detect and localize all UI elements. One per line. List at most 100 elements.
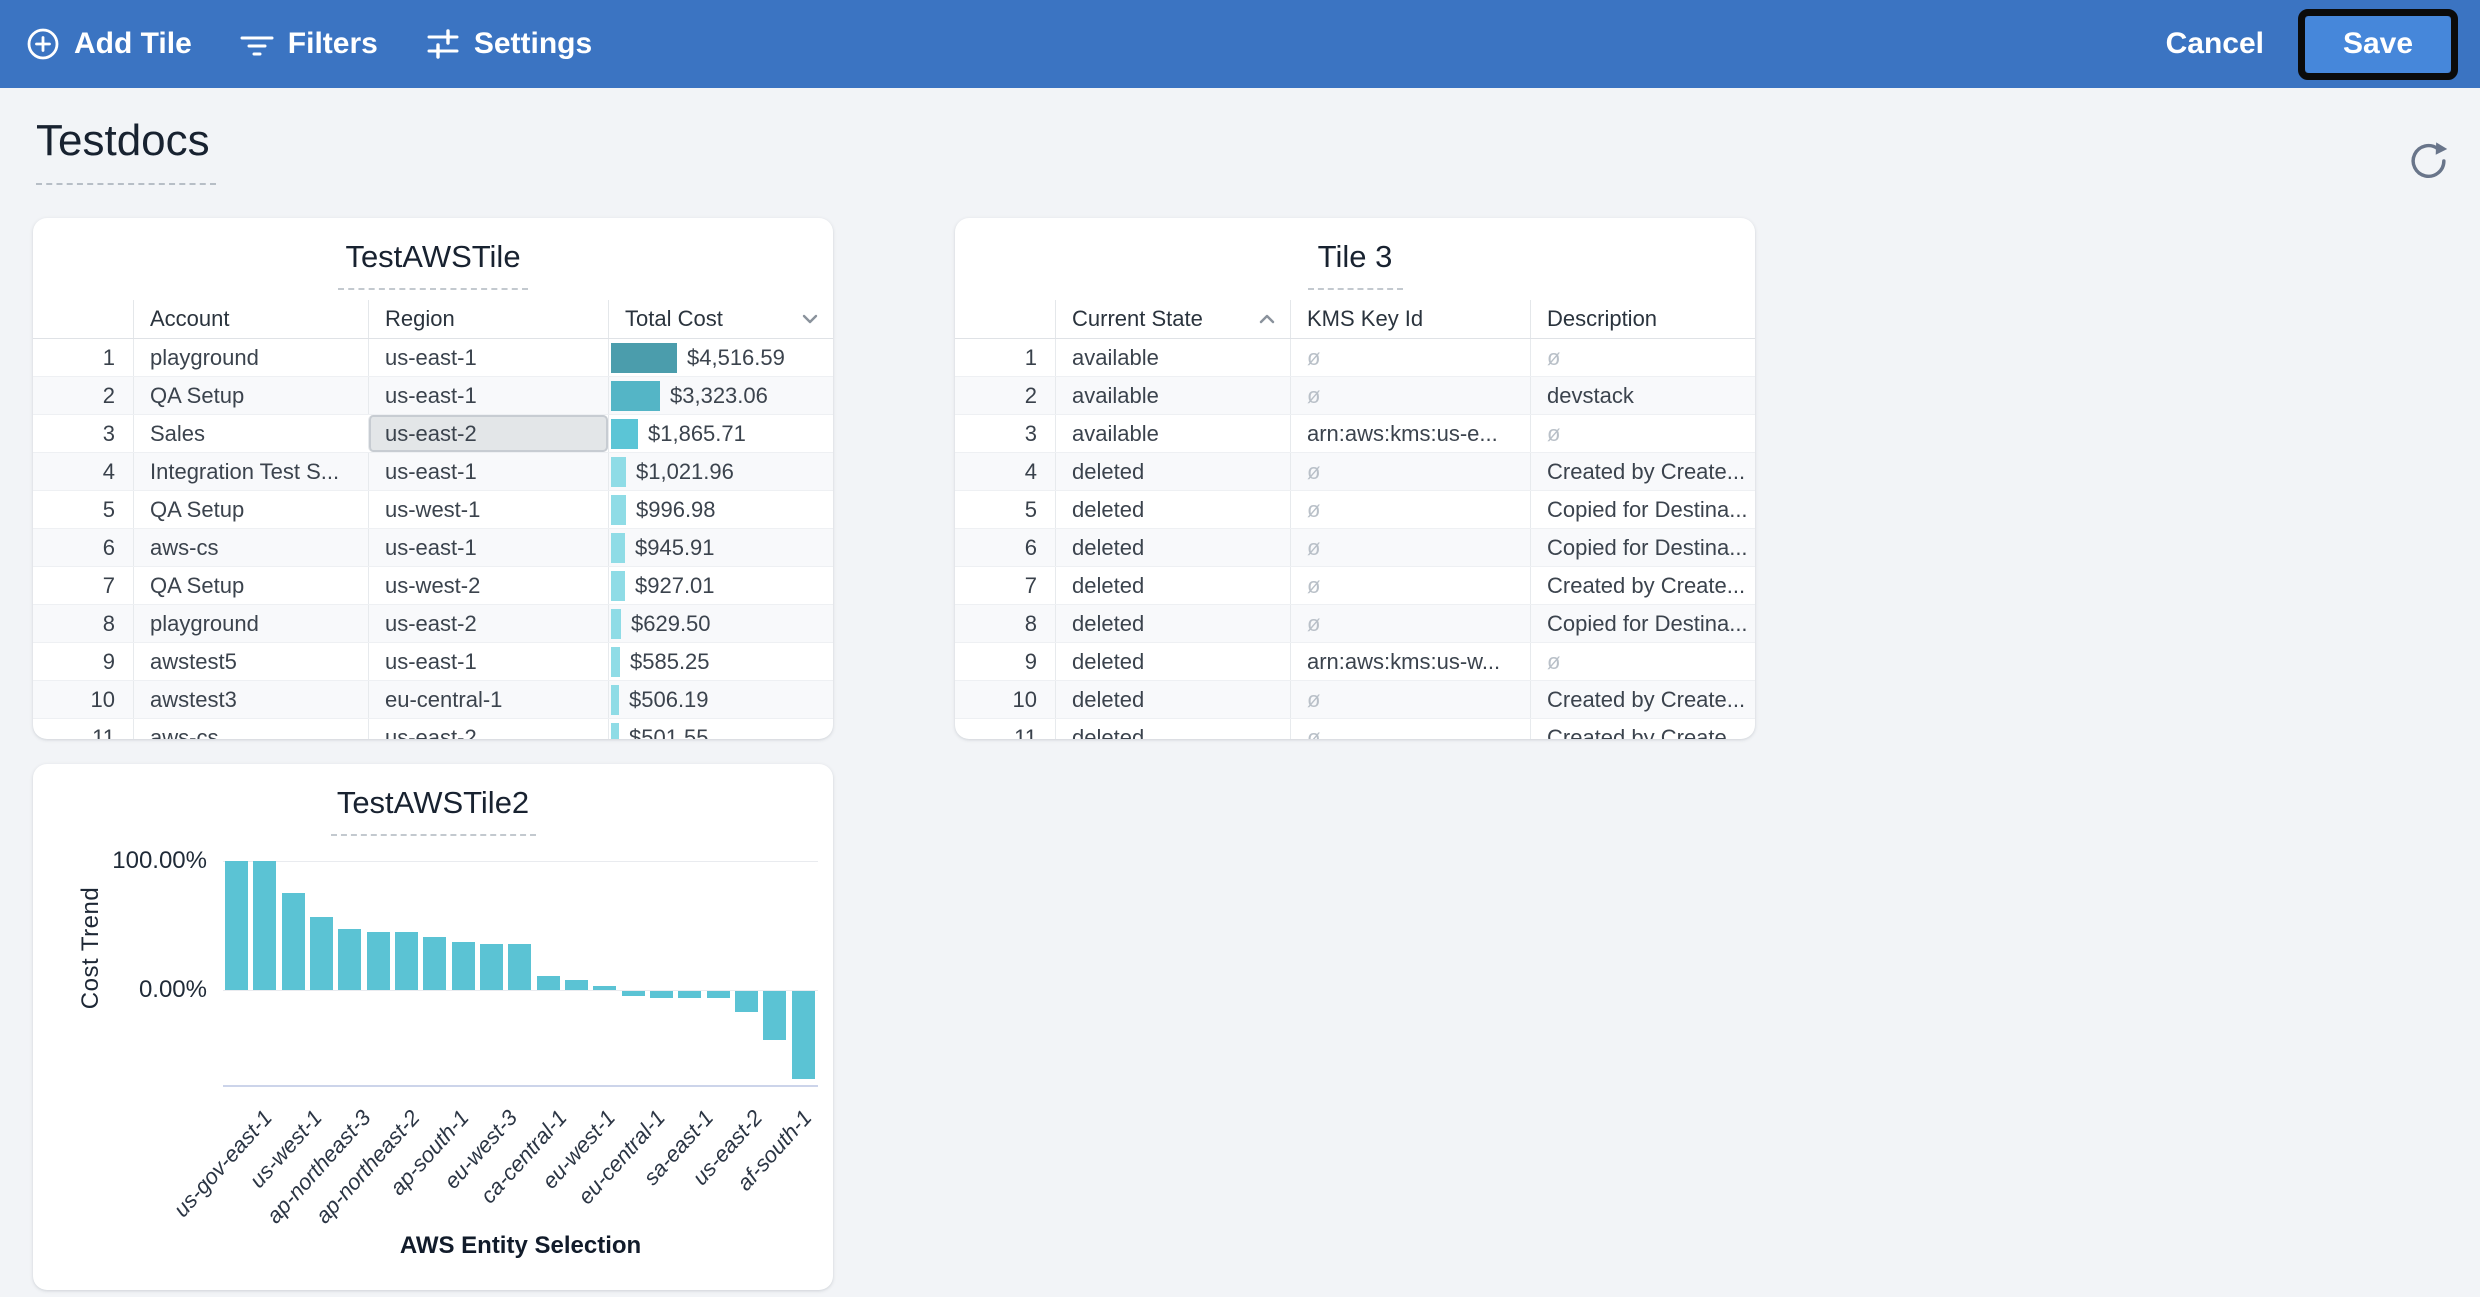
- total-cost-cell[interactable]: $927.01: [608, 567, 833, 604]
- description-cell[interactable]: Created by Create...: [1530, 719, 1755, 739]
- column-header-account[interactable]: Account: [133, 300, 368, 338]
- region-cell[interactable]: eu-central-1: [368, 681, 608, 718]
- current-state-cell[interactable]: available: [1055, 377, 1290, 414]
- region-cell[interactable]: us-east-2: [368, 719, 608, 739]
- region-cell[interactable]: us-east-1: [368, 339, 608, 376]
- account-cell[interactable]: QA Setup: [133, 491, 368, 528]
- page-title-edit-underline: [36, 182, 216, 185]
- selected-region-cell[interactable]: us-east-2: [368, 415, 608, 452]
- column-header-kms-key-id[interactable]: KMS Key Id: [1290, 300, 1530, 338]
- description-cell[interactable]: Created by Create...: [1530, 453, 1755, 490]
- kms-key-id-cell[interactable]: ø: [1290, 681, 1530, 718]
- kms-key-id-cell[interactable]: arn:aws:kms:us-e...: [1290, 415, 1530, 452]
- kms-key-id-cell[interactable]: ø: [1290, 453, 1530, 490]
- table-row: 7 QA Setup us-west-2 $927.01: [33, 567, 833, 605]
- account-cell[interactable]: aws-cs: [133, 529, 368, 566]
- current-state-cell[interactable]: deleted: [1055, 681, 1290, 718]
- save-button[interactable]: Save: [2305, 15, 2451, 73]
- current-state-cell[interactable]: deleted: [1055, 719, 1290, 739]
- current-state-cell[interactable]: available: [1055, 339, 1290, 376]
- total-cost-cell[interactable]: $996.98: [608, 491, 833, 528]
- description-cell[interactable]: Created by Create...: [1530, 681, 1755, 718]
- kms-key-id-cell[interactable]: ø: [1290, 605, 1530, 642]
- tile-title[interactable]: Tile 3: [1317, 239, 1393, 274]
- description-cell[interactable]: Copied for Destina...: [1530, 491, 1755, 528]
- kms-key-id-cell[interactable]: ø: [1290, 491, 1530, 528]
- add-tile-button[interactable]: Add Tile: [26, 27, 192, 61]
- column-header-description[interactable]: Description: [1530, 300, 1755, 338]
- kms-key-id-cell[interactable]: ø: [1290, 339, 1530, 376]
- cancel-button[interactable]: Cancel: [2165, 27, 2264, 60]
- region-cell[interactable]: us-east-2: [368, 605, 608, 642]
- x-axis-title: AWS Entity Selection: [399, 1232, 642, 1259]
- current-state-cell[interactable]: deleted: [1055, 453, 1290, 490]
- row-number-cell: 5: [1024, 496, 1037, 522]
- total-cost-cell[interactable]: $1,021.96: [608, 453, 833, 490]
- current-state-cell[interactable]: deleted: [1055, 643, 1290, 680]
- region-cell[interactable]: us-west-1: [368, 491, 608, 528]
- kms-key-id-cell[interactable]: ø: [1290, 567, 1530, 604]
- kms-key-id-cell[interactable]: arn:aws:kms:us-w...: [1290, 643, 1530, 680]
- account-cell[interactable]: playground: [133, 605, 368, 642]
- total-cost-cell[interactable]: $4,516.59: [608, 339, 833, 376]
- current-state-cell[interactable]: deleted: [1055, 567, 1290, 604]
- region-cell[interactable]: us-east-1: [368, 643, 608, 680]
- kms-key-id-cell[interactable]: ø: [1290, 529, 1530, 566]
- page-title[interactable]: Testdocs: [36, 116, 210, 165]
- account-cell[interactable]: QA Setup: [133, 377, 368, 414]
- region-cell[interactable]: us-east-1: [368, 377, 608, 414]
- tile-title[interactable]: TestAWSTile: [345, 239, 521, 274]
- total-cost-value: $1,021.96: [636, 458, 734, 484]
- description-cell[interactable]: devstack: [1530, 377, 1755, 414]
- total-cost-value: $945.91: [635, 534, 715, 560]
- filters-label: Filters: [287, 27, 378, 60]
- row-number-cell: 11: [1014, 724, 1037, 740]
- current-state-cell[interactable]: deleted: [1055, 491, 1290, 528]
- table-row: 1 available ø ø: [955, 339, 1755, 377]
- description-cell[interactable]: Copied for Destina...: [1530, 605, 1755, 642]
- region-cell[interactable]: us-east-1: [368, 529, 608, 566]
- current-state-cell[interactable]: deleted: [1055, 605, 1290, 642]
- chart-bar: [565, 979, 588, 990]
- account-cell[interactable]: aws-cs: [133, 719, 368, 739]
- total-cost-cell[interactable]: $585.25: [608, 643, 833, 680]
- region-cell[interactable]: us-east-1: [368, 453, 608, 490]
- settings-button[interactable]: Settings: [426, 27, 592, 61]
- row-number-cell: 6: [102, 534, 115, 560]
- refresh-button[interactable]: [2406, 138, 2452, 189]
- description-cell[interactable]: ø: [1530, 643, 1755, 680]
- description-cell[interactable]: Copied for Destina...: [1530, 529, 1755, 566]
- total-cost-cell[interactable]: $3,323.06: [608, 377, 833, 414]
- column-header-total-cost[interactable]: Total Cost: [608, 300, 833, 338]
- total-cost-cell[interactable]: $1,865.71: [608, 415, 833, 452]
- tile-testawstile2: TestAWSTile2 100.00% 0.00% Cost Trend us…: [33, 764, 833, 1290]
- filters-button[interactable]: Filters: [240, 27, 378, 61]
- total-cost-cell[interactable]: $945.91: [608, 529, 833, 566]
- account-cell[interactable]: Integration Test S...: [133, 453, 368, 490]
- table-row: 1 playground us-east-1 $4,516.59: [33, 339, 833, 377]
- account-cell[interactable]: awstest3: [133, 681, 368, 718]
- description-cell[interactable]: ø: [1530, 339, 1755, 376]
- table-row: 8 playground us-east-2 $629.50: [33, 605, 833, 643]
- account-cell[interactable]: awstest5: [133, 643, 368, 680]
- total-cost-cell[interactable]: $506.19: [608, 681, 833, 718]
- description-cell[interactable]: Created by Create...: [1530, 567, 1755, 604]
- row-number-cell: 10: [90, 686, 115, 712]
- description-cell[interactable]: ø: [1530, 415, 1755, 452]
- tile-title[interactable]: TestAWSTile2: [336, 785, 530, 820]
- account-cell[interactable]: playground: [133, 339, 368, 376]
- current-state-cell[interactable]: deleted: [1055, 529, 1290, 566]
- column-header-current-state[interactable]: Current State: [1055, 300, 1290, 338]
- kms-key-id-cell[interactable]: ø: [1290, 719, 1530, 739]
- current-state-cell[interactable]: available: [1055, 415, 1290, 452]
- table-row: 10 deleted ø Created by Create...: [955, 681, 1755, 719]
- total-cost-cell[interactable]: $629.50: [608, 605, 833, 642]
- account-cell[interactable]: Sales: [133, 415, 368, 452]
- account-cell[interactable]: QA Setup: [133, 567, 368, 604]
- bar-chart-plot-area: [223, 861, 818, 1087]
- region-cell[interactable]: us-west-2: [368, 567, 608, 604]
- total-cost-cell[interactable]: $501.55: [608, 719, 833, 739]
- column-header-region[interactable]: Region: [368, 300, 608, 338]
- kms-key-id-cell[interactable]: ø: [1290, 377, 1530, 414]
